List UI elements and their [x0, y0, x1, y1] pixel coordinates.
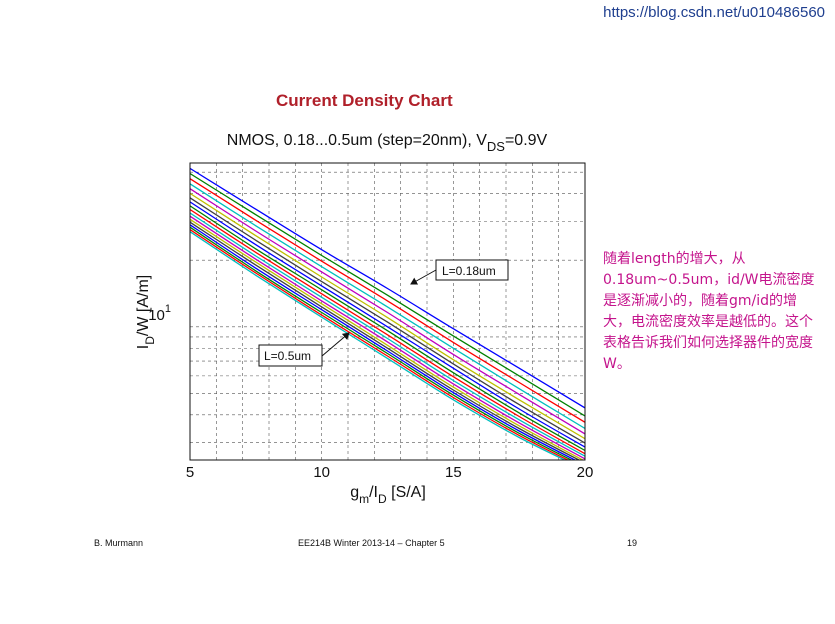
series-line-4	[190, 183, 585, 430]
y-tick-label-10: 101	[148, 303, 171, 324]
series-line-6	[190, 192, 585, 440]
x-label-mid: /I	[369, 484, 378, 501]
footer-author: B. Murmann	[94, 538, 144, 548]
x-label-sub-d: D	[378, 492, 387, 506]
x-tick-labels: 5 10 15 20	[186, 464, 594, 481]
series-line-14	[190, 221, 581, 460]
label-l-05um: L=0.5um	[264, 349, 311, 363]
chart-title-subscript: DS	[487, 139, 505, 154]
y-label-sub: D	[143, 336, 157, 345]
series-line-1	[190, 167, 585, 409]
chart-title: NMOS, 0.18...0.5um (step=20nm), VDS=0.9V	[227, 132, 548, 154]
series-line-8	[190, 201, 585, 448]
series-line-10	[190, 208, 585, 455]
series-line-3	[190, 178, 585, 423]
y-axis-label: ID/W [A/m]	[135, 275, 157, 349]
y-label-tail: /W [A/m]	[135, 275, 152, 336]
x-tick-label: 20	[577, 464, 594, 481]
series-line-2	[190, 172, 585, 417]
y-label-main: I	[135, 345, 152, 349]
series-line-17	[190, 229, 570, 460]
x-label-tail: [S/A]	[387, 484, 426, 501]
series-line-9	[190, 205, 585, 452]
annotation-long-channel: L=0.5um	[258, 332, 350, 367]
x-tick-label: 10	[313, 464, 330, 481]
series-line-13	[190, 218, 585, 460]
y-tick-base: 10	[148, 307, 165, 324]
series-line-16	[190, 226, 573, 460]
label-l-018um: L=0.18um	[442, 264, 496, 278]
series-line-15	[190, 224, 577, 460]
plot-frame	[189, 162, 586, 461]
chart-title-main: NMOS, 0.18...0.5um (step=20nm), V	[227, 132, 487, 149]
x-tick-label: 15	[445, 464, 462, 481]
x-tick-label: 5	[186, 464, 194, 481]
footer-course: EE214B Winter 2013-14 – Chapter 5	[298, 538, 445, 548]
series-line-18	[190, 231, 567, 460]
x-label-main: g	[350, 484, 359, 501]
slide-title: Current Density Chart	[276, 91, 453, 110]
y-tick-exponent: 1	[165, 303, 171, 315]
x-label-sub-m: m	[359, 492, 369, 506]
footer-page-number: 19	[627, 538, 638, 548]
annotation-short-channel: L=0.18um	[410, 259, 509, 285]
blog-url-watermark: https://blog.csdn.net/u010486560	[603, 4, 825, 21]
series-line-12	[190, 215, 585, 460]
chart-title-tail: =0.9V	[505, 132, 548, 149]
series-line-7	[190, 197, 585, 444]
annotation-note: 随着length的增大，从0.18um~0.5um，id/W电流密度是逐渐减小的…	[603, 251, 815, 372]
series-line-5	[190, 188, 585, 435]
series-line-11	[190, 212, 585, 457]
data-series	[190, 167, 585, 460]
x-axis-label: gm/ID [S/A]	[350, 484, 426, 506]
plot-grid	[190, 163, 585, 460]
